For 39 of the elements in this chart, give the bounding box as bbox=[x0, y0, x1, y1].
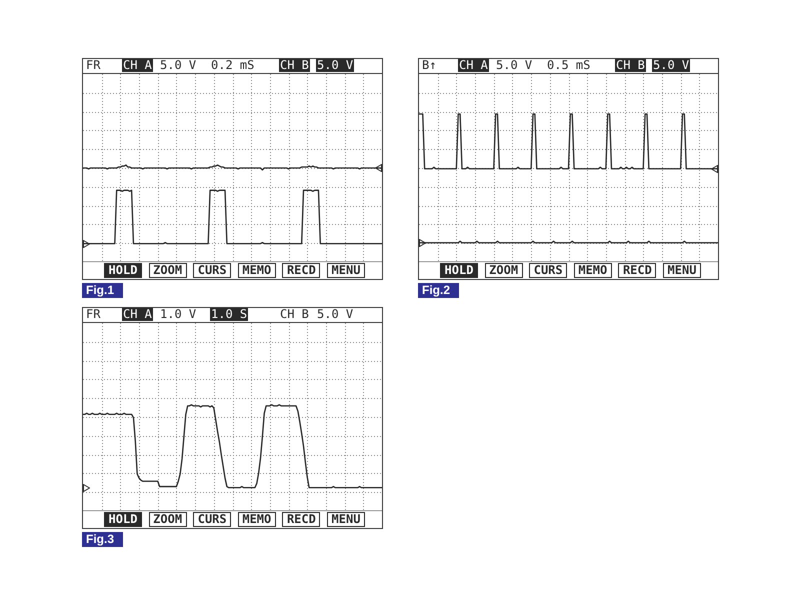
text: CH A bbox=[458, 58, 489, 72]
text: 5.0 V bbox=[159, 58, 198, 72]
text: CH A bbox=[122, 58, 153, 72]
button: MENU bbox=[327, 512, 365, 527]
button: RECD bbox=[282, 263, 320, 278]
text: FR bbox=[85, 58, 102, 72]
button: CURS bbox=[529, 263, 568, 278]
button: MEMO bbox=[238, 263, 276, 278]
text: CH A bbox=[122, 307, 153, 321]
button: MEMO bbox=[574, 263, 612, 278]
button: MENU bbox=[327, 263, 365, 278]
button: ZOOM bbox=[148, 512, 187, 527]
text: 5.0 V bbox=[495, 58, 534, 72]
text: FR bbox=[85, 307, 102, 321]
button: HOLD bbox=[104, 263, 142, 278]
text: 0.5 mS bbox=[546, 58, 592, 72]
text: 5.0 V bbox=[316, 307, 354, 321]
text: 1.0 S bbox=[210, 307, 248, 321]
text: CH B bbox=[279, 307, 310, 321]
text: B↑ bbox=[421, 58, 438, 72]
button: ZOOM bbox=[148, 263, 187, 278]
text: 0.2 mS bbox=[210, 58, 256, 72]
button: MEMO bbox=[238, 512, 276, 527]
button: HOLD bbox=[440, 263, 478, 278]
button: RECD bbox=[282, 512, 320, 527]
button: ZOOM bbox=[484, 263, 523, 278]
button: HOLD bbox=[104, 512, 142, 527]
button: MENU bbox=[663, 263, 701, 278]
text: Fig.2 bbox=[422, 283, 450, 297]
text: 5.0 V bbox=[316, 58, 354, 72]
button: CURS bbox=[193, 512, 232, 527]
button: CURS bbox=[193, 263, 232, 278]
text: 1.0 V bbox=[159, 307, 198, 321]
text: Fig.1 bbox=[86, 283, 114, 297]
text: CH B bbox=[615, 58, 646, 72]
text: Fig.3 bbox=[86, 532, 114, 546]
button: RECD bbox=[618, 263, 656, 278]
text: CH B bbox=[279, 58, 310, 72]
text: 5.0 V bbox=[652, 58, 690, 72]
